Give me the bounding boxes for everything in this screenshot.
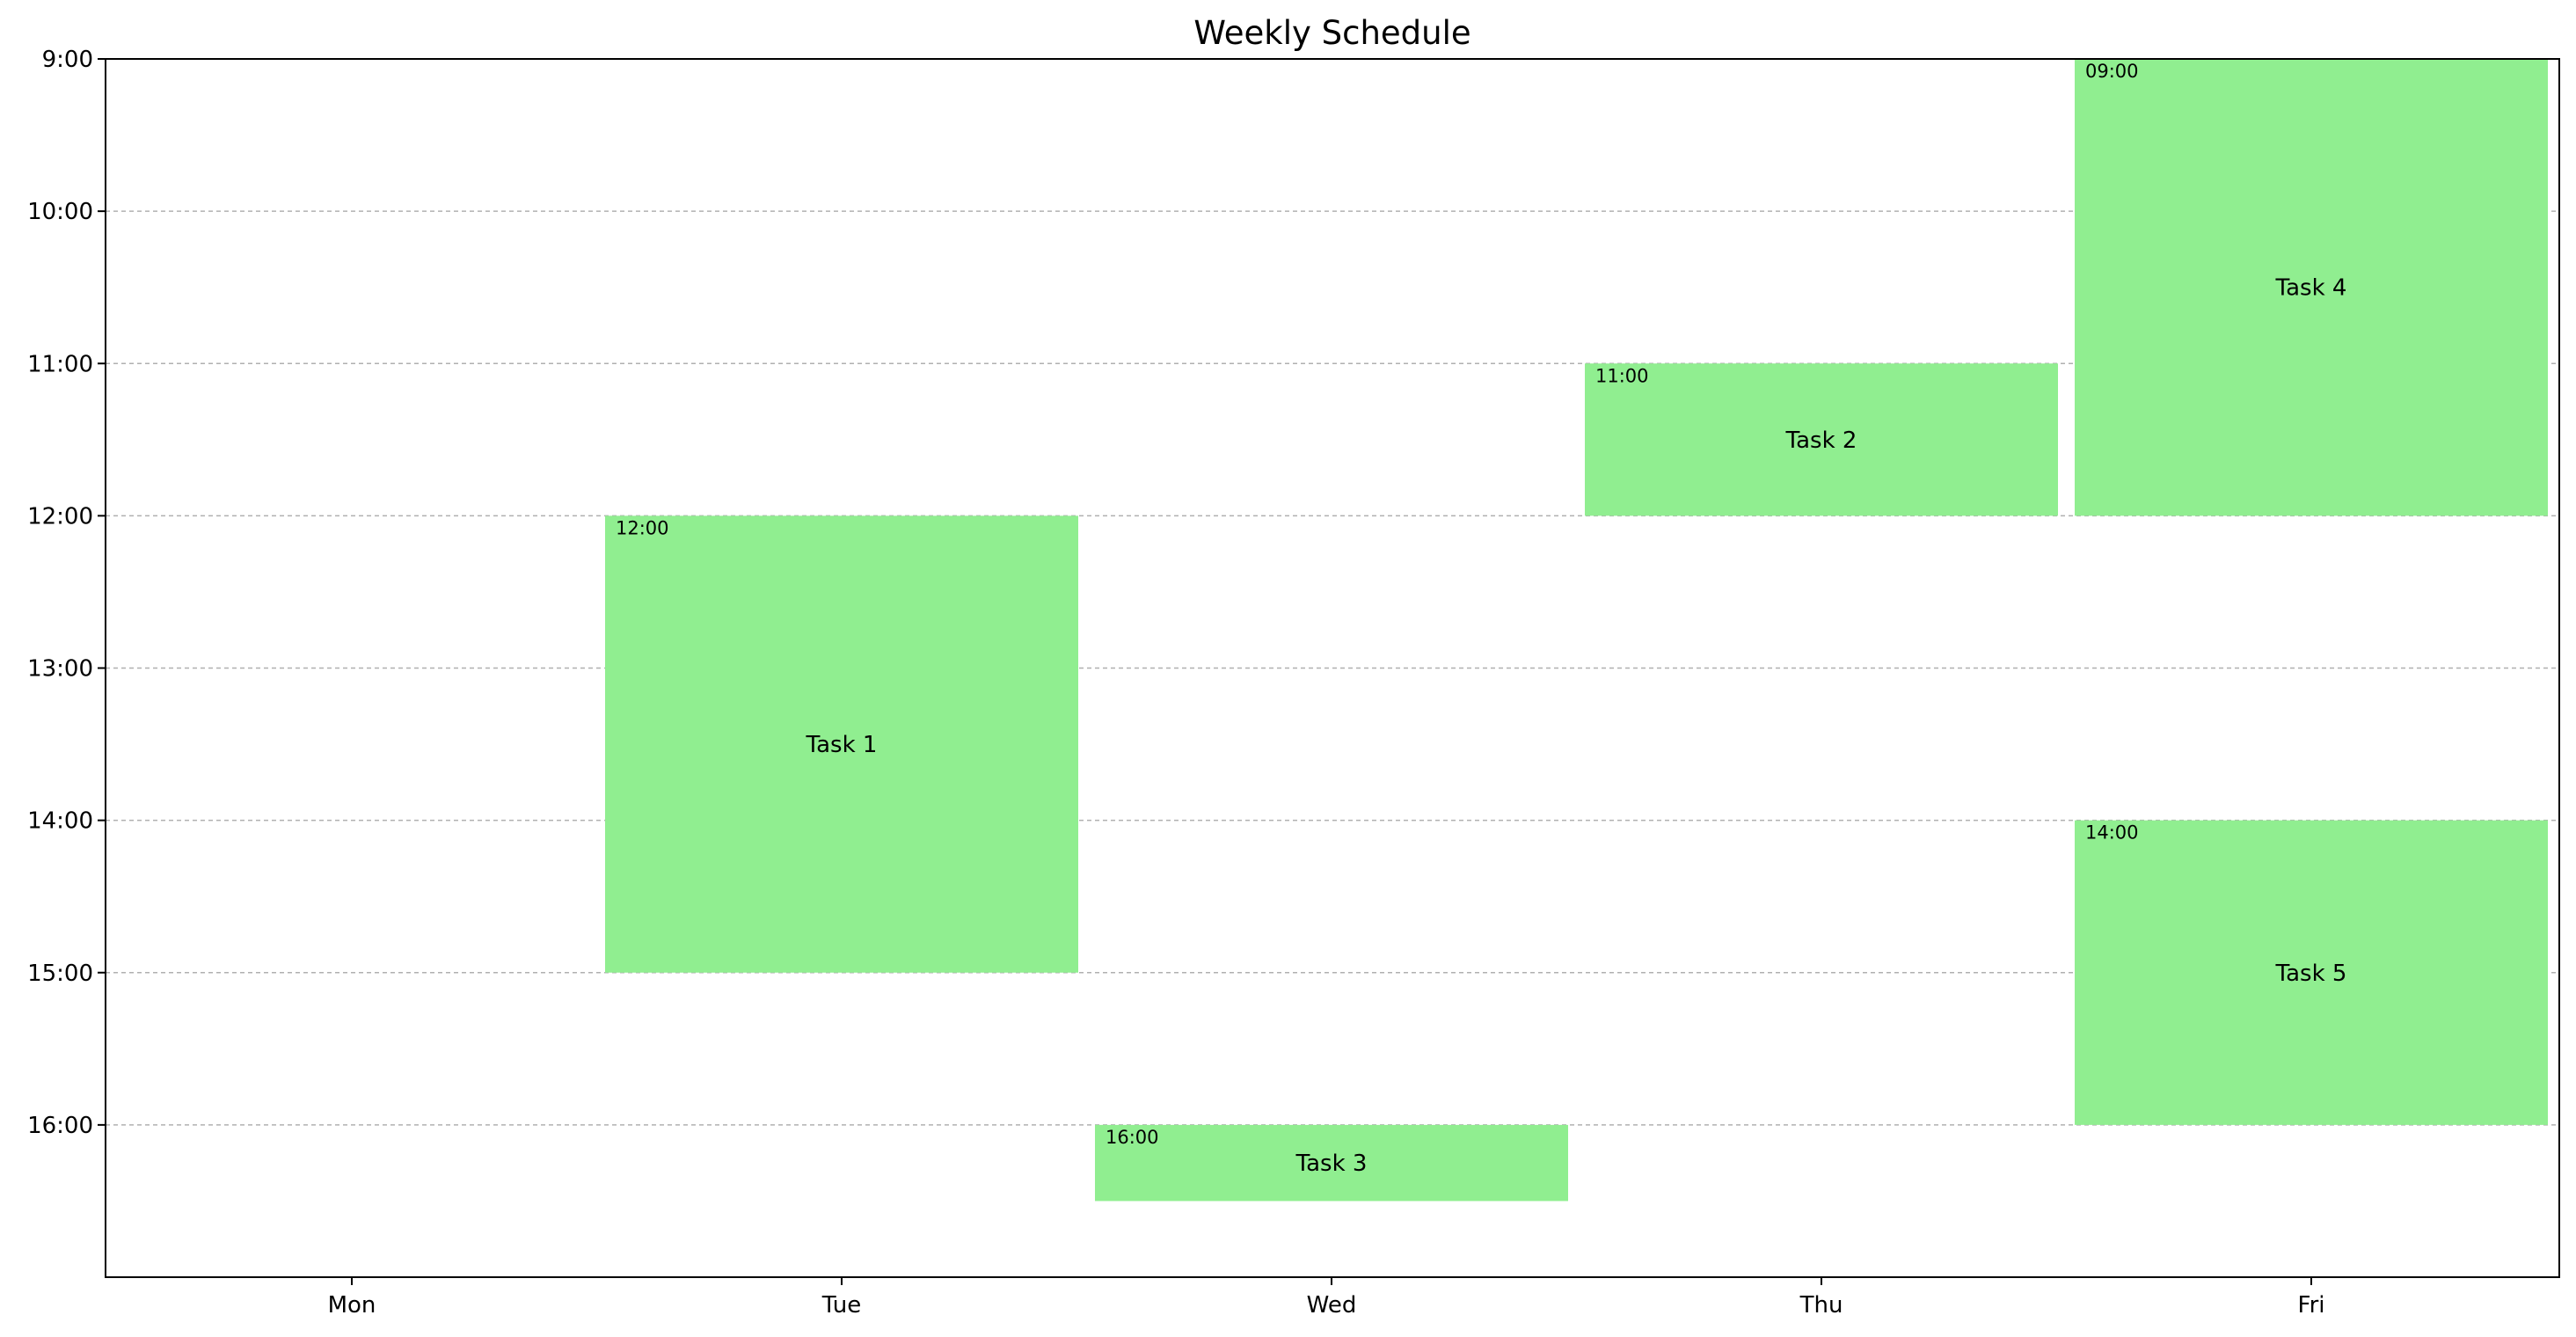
y-tick-label: 14:00 <box>27 808 93 835</box>
task-name-label: Task 5 <box>2275 961 2347 987</box>
x-tick-label: Mon <box>328 1292 376 1319</box>
task-name-label: Task 3 <box>1295 1151 1368 1177</box>
y-tick-label: 15:00 <box>27 961 93 987</box>
task-start-time-label: 16:00 <box>1106 1127 1159 1148</box>
y-tick-label: 9:00 <box>42 47 93 73</box>
task-bar <box>605 515 1078 973</box>
chart-title: Weekly Schedule <box>1193 14 1470 52</box>
task-start-time-label: 09:00 <box>2085 61 2139 82</box>
task-name-label: Task 4 <box>2275 275 2347 302</box>
x-tick-label: Fri <box>2298 1292 2325 1319</box>
y-tick-label: 11:00 <box>27 351 93 377</box>
task-start-time-label: 14:00 <box>2085 822 2139 844</box>
task-bar <box>2075 820 2548 1125</box>
y-axis-ticks: 9:00 10:00 11:00 12:00 13:00 14:00 15:00 16:00 <box>27 47 106 1139</box>
x-tick-label: Wed <box>1307 1292 1357 1319</box>
task-bar <box>1585 363 2058 516</box>
task-name-label: Task 2 <box>1785 427 1857 454</box>
task-name-label: Task 1 <box>806 732 878 758</box>
task-bar <box>2075 59 2548 516</box>
task-bars: 12:00 Task 1 11:00 Task 2 16:00 Task 3 09:00 Ta… <box>605 59 2548 1202</box>
y-tick-label: 12:00 <box>27 503 93 530</box>
task-start-time-label: 12:00 <box>616 517 669 538</box>
y-tick-label: 16:00 <box>27 1113 93 1139</box>
y-tick-label: 13:00 <box>27 656 93 683</box>
task-start-time-label: 11:00 <box>1595 365 1649 386</box>
task-bar <box>1095 1124 1568 1202</box>
x-axis-ticks: Mon Tue Wed Thu Fri <box>328 1277 2325 1319</box>
y-tick-label: 10:00 <box>27 199 93 225</box>
x-tick-label: Thu <box>1799 1292 1843 1319</box>
x-tick-label: Tue <box>821 1292 861 1319</box>
